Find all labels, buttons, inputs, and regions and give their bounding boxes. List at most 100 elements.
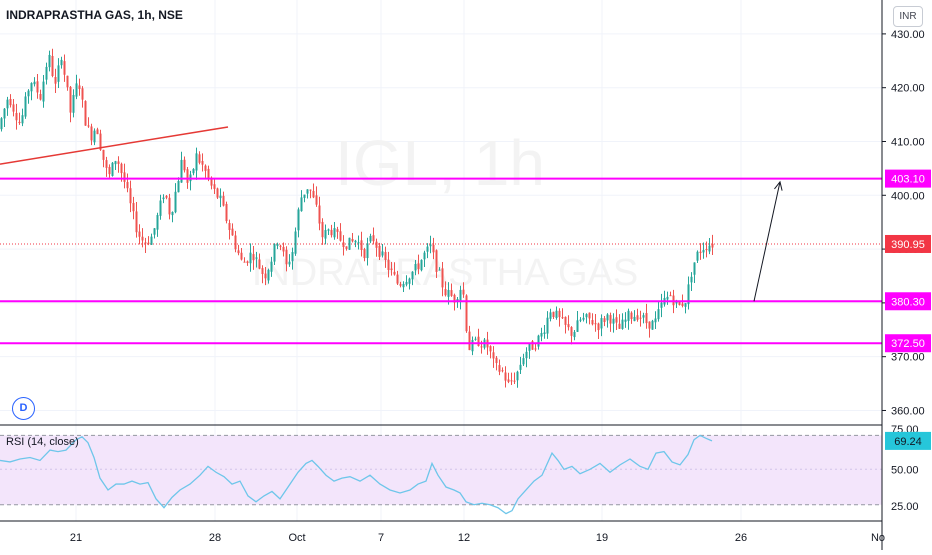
candle-body: [447, 289, 450, 297]
candle-body: [495, 357, 498, 364]
candle-body: [342, 242, 345, 248]
candle-body: [120, 163, 123, 174]
candle-body: [666, 296, 669, 300]
candle-body: [498, 365, 501, 372]
rsi-title[interactable]: RSI (14, close): [6, 436, 79, 448]
candle-body: [99, 133, 102, 150]
candle-body: [330, 229, 333, 236]
candle-body: [624, 319, 627, 322]
price-tick-label: 400.00: [891, 190, 925, 202]
candle-body: [294, 231, 297, 254]
candle-body: [144, 242, 147, 244]
candle-body: [177, 180, 180, 193]
candle-body: [630, 312, 633, 319]
candle-body: [108, 166, 111, 175]
time-tick-label: Oct: [288, 532, 305, 544]
candle-body: [324, 230, 327, 239]
candle-body: [201, 160, 204, 165]
candle-body: [351, 238, 354, 242]
candle-body: [264, 273, 267, 279]
candle-body: [696, 251, 699, 261]
candle-body: [417, 263, 420, 270]
candle-body: [270, 261, 273, 272]
candle-body: [225, 203, 228, 222]
candle-body: [282, 246, 285, 252]
candle-body: [291, 252, 294, 262]
candle-body: [123, 172, 126, 182]
candle-body: [390, 268, 393, 270]
watermark-symbol: IGL, 1h: [335, 127, 545, 199]
candle-body: [210, 177, 213, 186]
candle-body: [276, 244, 279, 246]
price-tags: 403.10 380.30 372.50 390.95 69.24: [885, 169, 931, 450]
candle-body: [588, 312, 591, 319]
price-tick-label: 370.00: [891, 352, 925, 364]
candle-body: [507, 379, 510, 382]
price-tick-label: 420.00: [891, 83, 925, 95]
candle-body: [594, 323, 597, 325]
grid: [0, 0, 882, 521]
candle-body: [150, 236, 153, 245]
projection-arrow[interactable]: [753, 180, 783, 302]
candle-body: [408, 278, 411, 284]
candle-body: [465, 295, 468, 332]
candle-body: [420, 259, 423, 271]
candle-body: [372, 235, 375, 242]
candle-body: [489, 346, 492, 352]
candle-body: [279, 245, 282, 247]
candle-body: [585, 314, 588, 318]
candle-body: [54, 77, 57, 84]
price-tag-box: [885, 169, 931, 188]
candle-body: [105, 160, 108, 168]
candle-body: [21, 115, 24, 124]
candle-body: [63, 61, 66, 75]
currency-button[interactable]: INR: [893, 6, 923, 27]
period-badge[interactable]: D: [12, 397, 35, 420]
candle-body: [18, 121, 21, 124]
candle-body: [252, 254, 255, 261]
candle-body: [345, 246, 348, 249]
candle-body: [573, 331, 576, 338]
candle-body: [51, 55, 54, 77]
candle-body: [375, 241, 378, 248]
candle-body: [381, 251, 384, 256]
candle-body: [429, 244, 432, 247]
candle-body: [192, 168, 195, 174]
candle-body: [468, 331, 471, 351]
candle-body: [579, 319, 582, 321]
candle-body: [93, 130, 96, 143]
support-resistance-levels[interactable]: [0, 177, 882, 345]
candle-body: [621, 319, 624, 329]
candle-body: [297, 209, 300, 231]
candle-body: [237, 250, 240, 254]
candle-body: [450, 290, 453, 296]
candle-body: [156, 215, 159, 230]
candle-body: [681, 303, 684, 306]
candle-body: [645, 313, 648, 324]
rsi-tick-label: 25.00: [891, 501, 919, 513]
candle-body: [42, 81, 45, 102]
candle-body: [315, 195, 318, 205]
candle-body: [516, 371, 519, 381]
candle-body: [528, 343, 531, 351]
candle-body: [705, 249, 708, 251]
candle-body: [627, 310, 630, 321]
candle-body: [504, 372, 507, 381]
candle-body: [246, 261, 249, 263]
trend-line[interactable]: [0, 126, 229, 165]
candle-body: [564, 316, 567, 325]
candle-body: [402, 283, 405, 288]
candle-body: [102, 149, 105, 160]
candle-body: [258, 259, 261, 269]
candle-body: [711, 243, 714, 248]
candle-body: [3, 108, 6, 119]
candle-body: [48, 54, 51, 68]
price-tick-label: 410.00: [891, 136, 925, 148]
candle-body: [312, 190, 315, 198]
axes[interactable]: 430.00420.00410.00400.00390.00380.00370.…: [70, 29, 925, 544]
candle-body: [348, 237, 351, 250]
symbol-title[interactable]: INDRAPRASTHA GAS, 1h, NSE: [6, 8, 183, 22]
candle-body: [243, 261, 246, 263]
